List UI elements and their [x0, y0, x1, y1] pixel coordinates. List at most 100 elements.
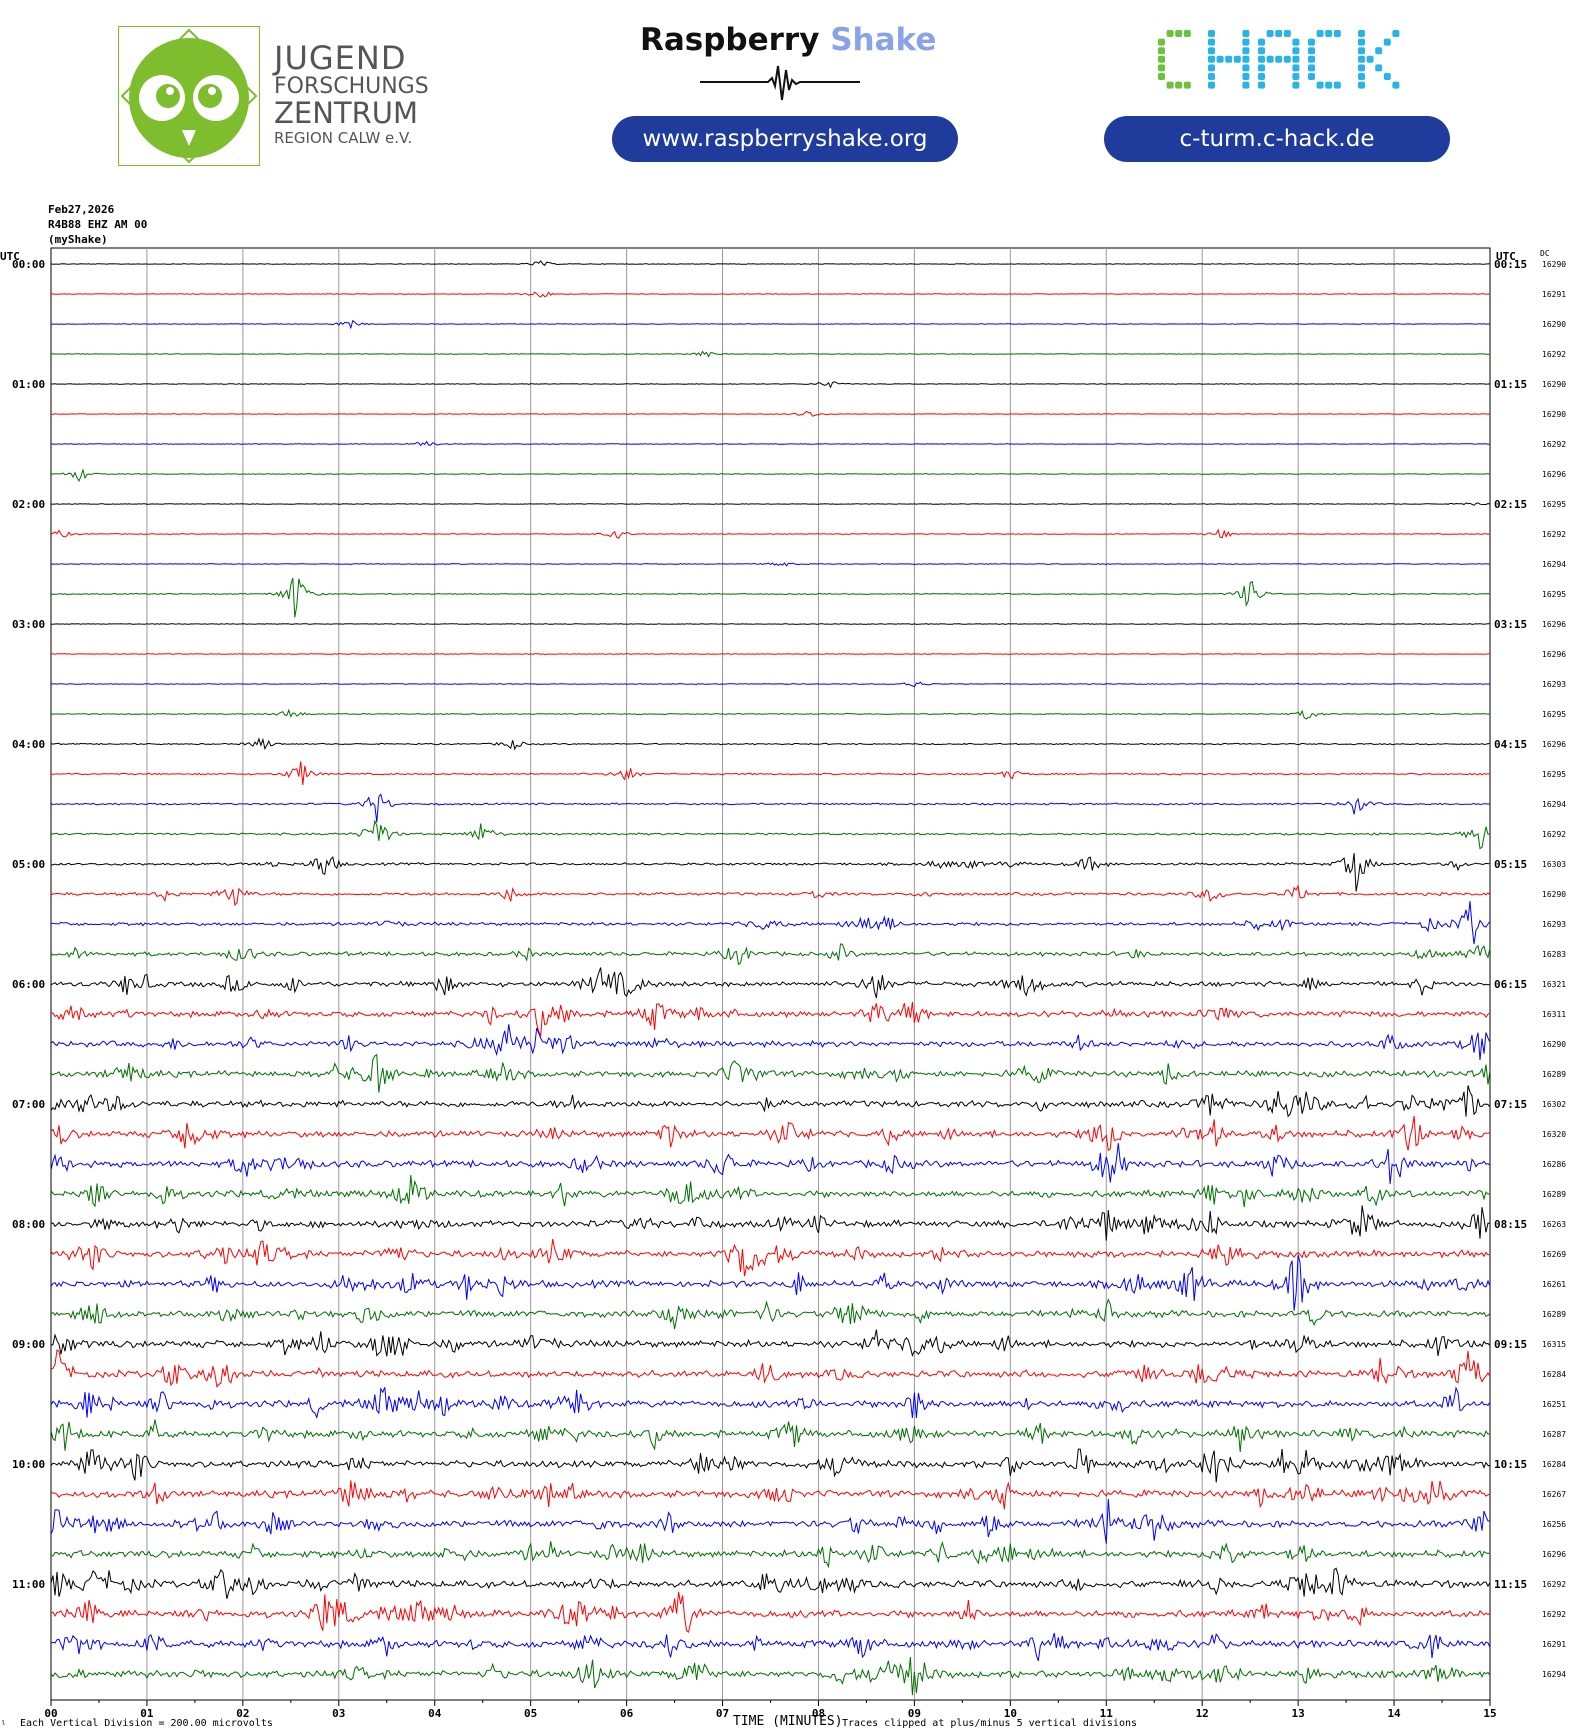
- chack-logo-pixel: [1258, 38, 1265, 46]
- x-tick-label: 03: [332, 1707, 345, 1720]
- dc-value-label: 16295: [1542, 770, 1566, 779]
- chack-logo-pixel: [1233, 55, 1241, 63]
- chack-logo-pixel: [1358, 47, 1365, 55]
- chack-logo-pixel: [1375, 47, 1383, 55]
- left-hour-label: 09:00: [12, 1338, 45, 1351]
- chack-url-badge[interactable]: c-turm.c-hack.de: [1104, 116, 1450, 162]
- right-hour-label: 05:15: [1494, 858, 1527, 871]
- left-hour-label: 01:00: [12, 378, 45, 391]
- trace-line: [50, 1480, 1491, 1510]
- dc-value-label: 16321: [1542, 980, 1566, 989]
- rs-title-raspberry: Raspberry: [640, 22, 820, 58]
- plot-labels: 00 01 02 03 04 05 06 07 08 09 10 11 12 13 14 15 UTC UTC DC…: [0, 249, 1566, 1720]
- chack-logo-pixel: [1383, 38, 1391, 46]
- trace-line: [50, 291, 1490, 298]
- trace-line: [51, 502, 1491, 506]
- left-axis-title: UTC: [0, 250, 20, 263]
- chack-logo-pixel: [1292, 73, 1300, 80]
- chack-logo-pixel: [1258, 55, 1265, 63]
- trace-line: [50, 1541, 1491, 1569]
- chack-logo-pixel: [1158, 38, 1165, 46]
- trace-line: [50, 1174, 1491, 1208]
- chack-logo-pixel: [1325, 30, 1333, 37]
- x-tick-label: 14: [1387, 1707, 1401, 1720]
- chack-logo-pixel: [1275, 55, 1283, 63]
- left-hour-label: 02:00: [12, 498, 45, 511]
- trace-line: [50, 1498, 1490, 1544]
- left-hour-label: 03:00: [12, 618, 45, 631]
- chack-logo-pixel: [1316, 30, 1324, 37]
- dc-value-label: 16290: [1542, 410, 1566, 419]
- dc-value-label: 16292: [1542, 350, 1566, 359]
- right-hour-label: 10:15: [1494, 1458, 1527, 1471]
- trace-line: [50, 967, 1491, 999]
- dc-value-label: 16292: [1542, 1610, 1566, 1619]
- chack-logo-pixel: [1358, 38, 1365, 46]
- record-date: Feb27,2026: [48, 203, 115, 216]
- helicorder-plot: 00 01 02 03 04 05 06 07 08 09 10 11 12 13 14 15 UTC UTC DC…: [0, 247, 1566, 1720]
- dc-value-label: 16295: [1542, 590, 1566, 599]
- x-axis-title: TIME (MINUTES): [733, 1714, 843, 1729]
- dc-value-label: 16294: [1542, 800, 1566, 809]
- chack-logo-pixel: [1242, 38, 1250, 46]
- dc-value-label: 16289: [1542, 1310, 1566, 1319]
- chack-logo-pixel: [1208, 73, 1215, 80]
- chack-logo-pixel: [1392, 81, 1400, 89]
- dc-value-label: 16283: [1542, 950, 1566, 959]
- right-hour-label: 04:15: [1494, 738, 1527, 751]
- trace-line: [50, 1656, 1491, 1696]
- dc-value-label: 16293: [1542, 680, 1566, 689]
- chack-logo-pixel: [1208, 38, 1215, 46]
- left-hour-label: 00:00: [12, 258, 45, 271]
- chack-logo-pixel: [1283, 55, 1291, 63]
- dc-value-label: 16251: [1542, 1400, 1566, 1409]
- dc-value-label: 16290: [1542, 1040, 1566, 1049]
- raspberry-shake-title: Raspberry Shake: [640, 22, 940, 58]
- chack-logo-pixel: [1358, 55, 1365, 63]
- chack-logo-pixel: [1158, 73, 1165, 80]
- trace-line: [50, 468, 1491, 482]
- right-hour-label: 11:15: [1494, 1578, 1527, 1591]
- dc-value-label: 16296: [1542, 740, 1566, 749]
- trace-line: [50, 1053, 1491, 1093]
- chack-logo-pixel: [1308, 47, 1315, 55]
- jfz-line-3: ZENTRUM: [274, 96, 418, 130]
- dc-value-label: 16320: [1542, 1130, 1566, 1139]
- left-hour-label: 07:00: [12, 1098, 45, 1111]
- jugendforschungszentrum-wordmark: JUGEND FORSCHUNGS ZENTRUM REGION CALW e.…: [274, 42, 454, 146]
- raspberryshake-url-badge[interactable]: www.raspberryshake.org: [612, 116, 958, 162]
- dc-value-label: 16295: [1542, 710, 1566, 719]
- right-hour-label: 03:15: [1494, 618, 1527, 631]
- dc-value-label: 16290: [1542, 380, 1566, 389]
- chack-logo-pixel: [1158, 64, 1165, 72]
- chack-logo-pixel: [1308, 64, 1315, 72]
- trace-line: [50, 852, 1491, 892]
- chack-logo-pixel: [1242, 30, 1250, 37]
- right-hour-label: 00:15: [1494, 258, 1527, 271]
- chack-logo-pixel: [1358, 81, 1365, 89]
- chack-logo-pixel: [1242, 73, 1250, 80]
- dc-value-label: 16303: [1542, 860, 1566, 869]
- chack-logo-pixel: [1292, 55, 1300, 63]
- dc-value-label: 16289: [1542, 1190, 1566, 1199]
- x-tick-label: 02: [236, 1707, 249, 1720]
- x-tick-label: 00: [44, 1707, 57, 1720]
- jfz-line-2: FORSCHUNGS: [274, 74, 429, 99]
- left-hour-label: 11:00: [12, 1578, 45, 1591]
- trace-line: [50, 350, 1491, 358]
- trace-line: [50, 1632, 1491, 1662]
- dc-value-label: 16256: [1542, 1520, 1566, 1529]
- chack-logo-pixel: [1325, 81, 1333, 89]
- plot-frame: [50, 247, 1491, 1701]
- chack-logo-pixel: [1358, 64, 1365, 72]
- chack-logo-pixel: [1242, 81, 1250, 89]
- chack-logo-pixel: [1166, 81, 1174, 89]
- chack-logo-pixel: [1316, 81, 1324, 89]
- chack-logo: [1158, 30, 1400, 89]
- chack-logo-pixel: [1292, 81, 1300, 89]
- trace-line: [50, 1448, 1491, 1483]
- x-tick-label: 06: [620, 1707, 634, 1720]
- chack-logo-pixel: [1333, 30, 1341, 37]
- dc-value-label: 16290: [1542, 890, 1566, 899]
- vertical-scale-note: Each Vertical Division = 200.00 microvol…: [20, 1718, 273, 1729]
